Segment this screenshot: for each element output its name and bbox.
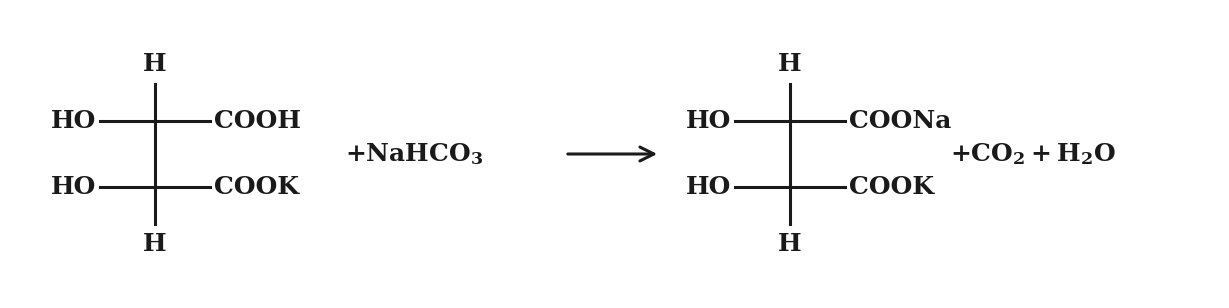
Text: $\mathregular{+ CO_2 + H_2O}$: $\mathregular{+ CO_2 + H_2O}$ [950, 141, 1116, 167]
Text: H: H [144, 52, 167, 76]
Text: H: H [778, 232, 801, 256]
Text: COOK: COOK [214, 175, 299, 199]
Text: HO: HO [50, 175, 96, 199]
Text: COONa: COONa [849, 109, 951, 133]
Text: HO: HO [686, 175, 731, 199]
Text: HO: HO [50, 109, 96, 133]
Text: HO: HO [686, 109, 731, 133]
Text: H: H [144, 232, 167, 256]
Text: COOK: COOK [849, 175, 934, 199]
Text: $\mathregular{+ NaHCO_3}$: $\mathregular{+ NaHCO_3}$ [345, 141, 483, 167]
Text: COOH: COOH [214, 109, 301, 133]
Text: H: H [778, 52, 801, 76]
